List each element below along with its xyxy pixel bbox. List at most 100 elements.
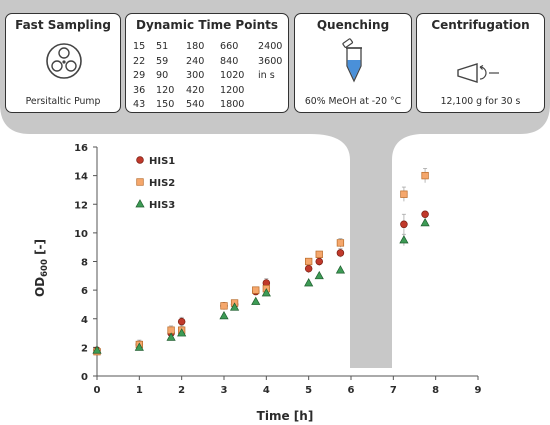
time-points-row: 43 150 540 1800 — [133, 98, 288, 113]
legend-label-his3: HIS3 — [149, 200, 175, 211]
y-tick-label: 10 — [74, 229, 88, 240]
centrifuge-icon — [457, 63, 499, 83]
time-point-value: 840 — [220, 55, 239, 67]
time-point-value — [258, 98, 288, 113]
time-points-row: 15 51 180 660 2400 — [133, 40, 288, 55]
tube-icon — [342, 38, 362, 83]
time-point-value: 300 — [186, 70, 205, 82]
time-point-value: 1800 — [220, 99, 245, 111]
time-point-value: 1020 — [220, 70, 245, 82]
time-points-row: 29 90 300 1020 in s — [133, 69, 288, 84]
x-tick-label: 7 — [390, 385, 397, 396]
x-axis-label: Time [h] — [257, 409, 314, 423]
x-tick-label: 4 — [263, 385, 270, 396]
x-tick-label: 6 — [348, 385, 355, 396]
his3-point — [166, 332, 176, 341]
time-point-value: 59 — [156, 55, 169, 67]
time-point-value: 3600 — [258, 55, 283, 67]
his1-point — [315, 257, 324, 266]
his2-point — [315, 250, 323, 258]
time-point-value: 120 — [156, 84, 175, 96]
fast-sampling-title: Fast Sampling — [15, 18, 111, 32]
time-point-value: 22 — [133, 55, 146, 67]
y-axis-label-main: OD — [33, 277, 47, 297]
time-point-value: 180 — [186, 41, 205, 52]
x-tick-label: 1 — [136, 385, 143, 396]
x-tick-label: 0 — [94, 385, 101, 396]
his2-point — [400, 190, 408, 198]
time-point-value: 540 — [186, 99, 205, 111]
x-tick-label: 9 — [475, 385, 482, 396]
y-tick-label: 12 — [74, 200, 88, 211]
his3-point — [420, 217, 430, 227]
his2-point — [252, 286, 260, 294]
x-tick-label: 5 — [305, 385, 312, 396]
quenching-panel: Quenching 60% MeOH at -20 °C — [294, 13, 412, 113]
his3-point — [134, 342, 144, 351]
fast-sampling-caption: Persitaltic Pump — [25, 96, 101, 107]
centrifugation-title: Centrifugation — [431, 18, 530, 32]
legend-marker-his3 — [135, 199, 145, 208]
quenching-title: Quenching — [316, 18, 390, 32]
y-axis-label-subscript: 600 — [40, 259, 50, 277]
y-tick-label: 4 — [81, 315, 88, 326]
his3-point — [335, 265, 346, 274]
his3-point — [229, 302, 240, 311]
centrifugation-panel: Centrifugation 12,100 g for 30 s — [416, 13, 545, 113]
time-point-value: 420 — [186, 84, 205, 96]
time-point-value: 2400 — [258, 41, 283, 52]
fast-sampling-panel: Fast Sampling Persitaltic Pump — [5, 13, 121, 113]
y-tick-label: 0 — [81, 372, 88, 383]
time-point-value: 90 — [156, 70, 169, 82]
time-points-table: 15 51 180 660 2400 22 59 240 840 3600 29 90 300 1020 i… — [133, 40, 288, 113]
time-points-title: Dynamic Time Points — [135, 18, 279, 32]
his3-point — [251, 296, 261, 305]
y-axis-label: OD600 [-] — [33, 239, 50, 297]
legend-label-his1: HIS1 — [149, 156, 175, 167]
quenching-caption: 60% MeOH at -20 °C — [304, 96, 402, 107]
his3-point — [92, 345, 102, 354]
x-tick-label: 3 — [221, 385, 228, 396]
peristaltic-pump-icon — [46, 43, 82, 79]
his1-point — [177, 317, 186, 326]
x-tick-label: 8 — [432, 385, 439, 396]
time-point-value: 1200 — [220, 84, 245, 96]
his2-point — [305, 257, 313, 266]
x-tick-label: 2 — [178, 385, 185, 396]
his1-point — [336, 249, 345, 257]
his3-point — [314, 270, 324, 280]
centrifugation-caption: 12,100 g for 30 s — [440, 96, 521, 107]
time-point-value: 36 — [133, 84, 146, 96]
y-tick-label: 6 — [81, 286, 88, 297]
legend-marker-his1 — [136, 156, 144, 164]
time-points-row: 22 59 240 840 3600 — [133, 55, 288, 70]
time-point-value: 43 — [133, 99, 146, 111]
his3-point — [219, 310, 229, 320]
time-point-value: 15 — [133, 41, 146, 52]
legend: HIS1 HIS2 HIS3 — [135, 156, 175, 211]
y-tick-label: 14 — [74, 172, 88, 183]
time-points-row: 36 120 420 1200 — [133, 84, 288, 99]
his3-point — [177, 328, 187, 337]
time-point-value — [258, 84, 288, 99]
data-points — [92, 171, 430, 356]
y-tick-label: 16 — [74, 143, 88, 154]
his2-point — [421, 171, 429, 180]
legend-marker-his2 — [136, 178, 144, 186]
time-point-value: in s — [258, 70, 275, 82]
time-point-value: 240 — [186, 55, 205, 67]
his3-point — [399, 235, 409, 244]
time-point-value: 660 — [220, 41, 239, 52]
his1-point — [400, 220, 408, 229]
his3-point — [304, 278, 314, 287]
y-tick-label: 8 — [81, 258, 88, 269]
y-tick-label: 2 — [81, 343, 88, 354]
his1-point — [421, 210, 429, 219]
time-point-value: 51 — [156, 41, 169, 52]
time-point-value: 29 — [133, 70, 146, 82]
his3-point — [261, 288, 271, 297]
time-point-value: 150 — [156, 99, 175, 111]
y-axis-label-unit: [-] — [33, 239, 47, 259]
time-points-panel: Dynamic Time Points 15 51 180 660 2400 22 59 24… — [125, 13, 289, 113]
